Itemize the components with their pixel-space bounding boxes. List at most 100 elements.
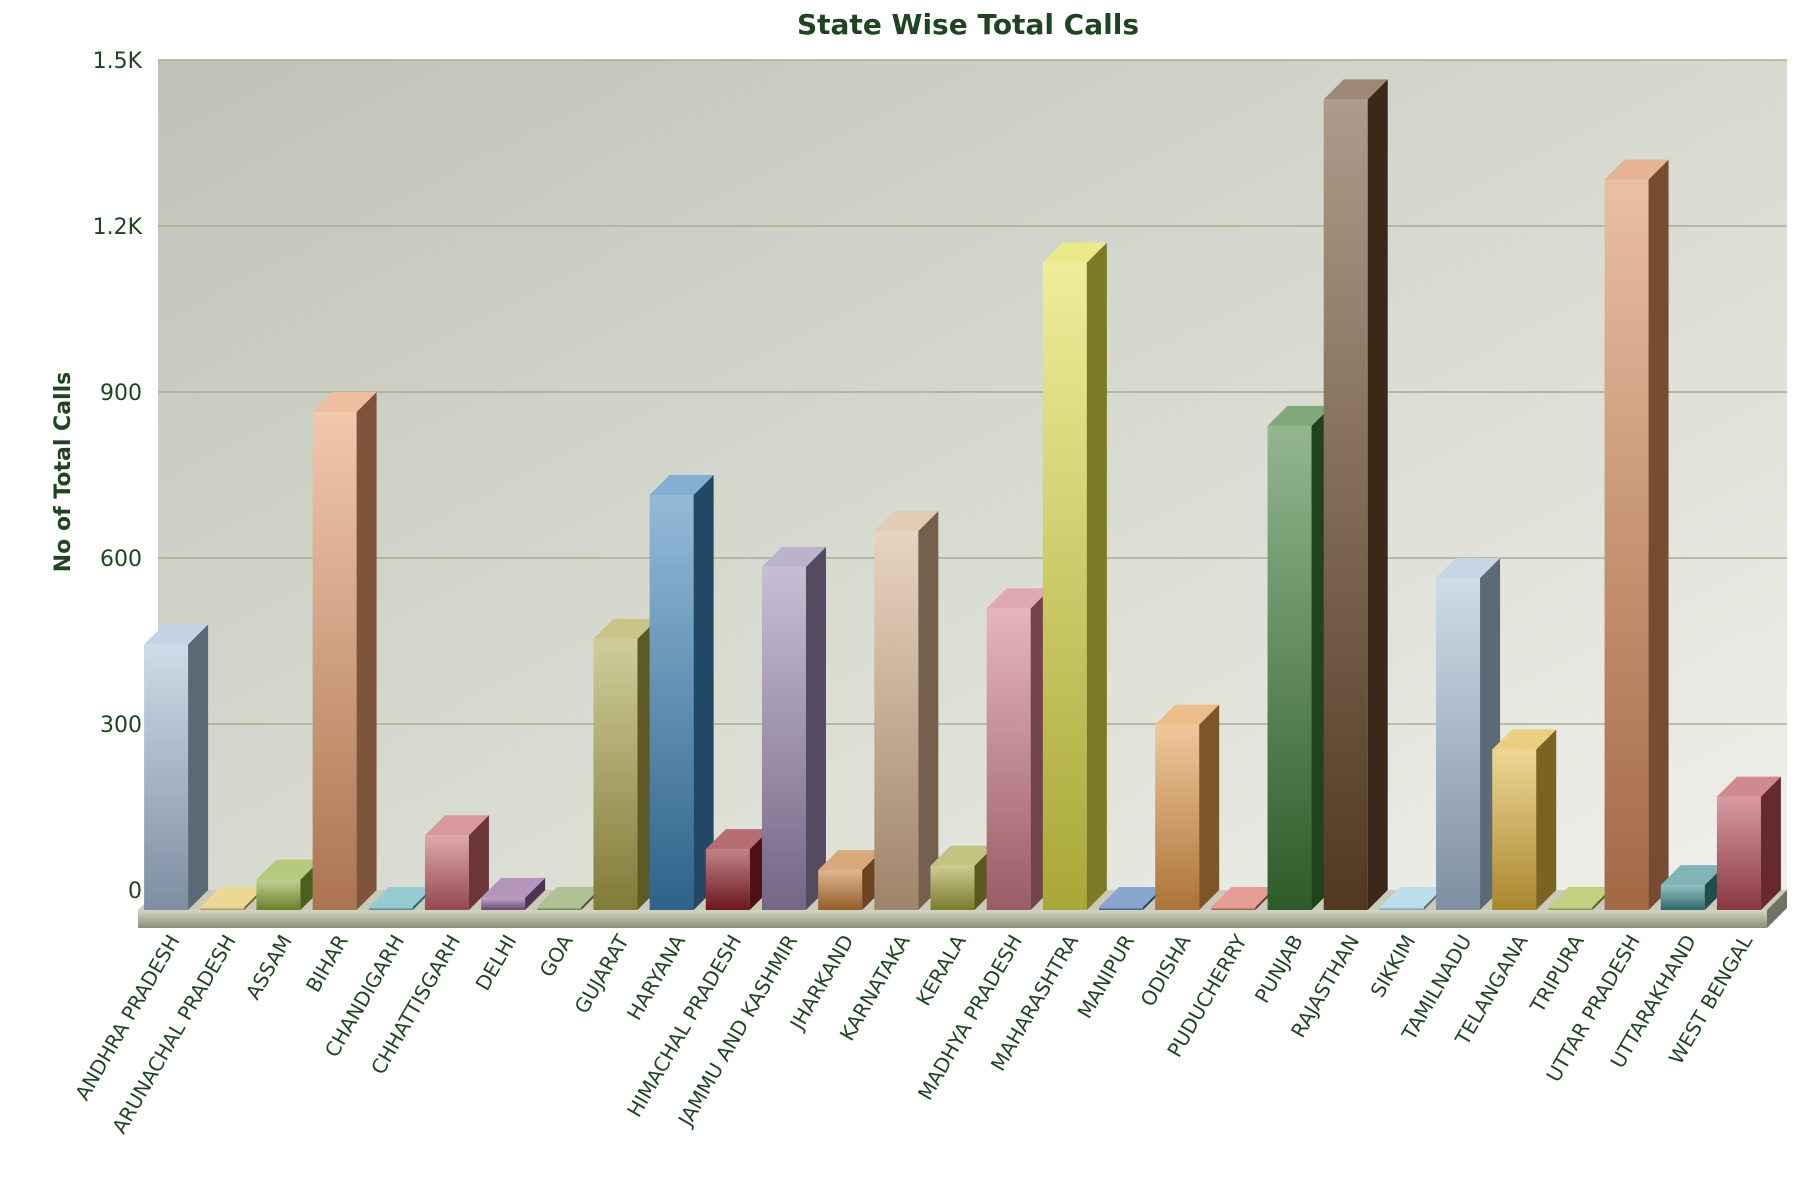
bar-top	[537, 887, 602, 907]
gridlines	[158, 59, 1787, 725]
bar-front	[368, 907, 413, 910]
bar-side	[918, 510, 939, 910]
bar-front	[200, 907, 245, 910]
bar-top	[593, 618, 658, 639]
x-tick-label: GOA	[535, 930, 578, 981]
bar-front	[1379, 907, 1424, 910]
bar-front	[1716, 796, 1761, 910]
bar-side	[1199, 704, 1220, 910]
bar-side	[1086, 242, 1107, 911]
bar-top	[1492, 729, 1557, 750]
bar	[424, 815, 489, 910]
bar-top	[1436, 558, 1501, 578]
bar-side	[525, 877, 546, 910]
bar	[1604, 159, 1669, 911]
plot-background	[138, 60, 1787, 928]
bar-top	[312, 392, 377, 412]
bar	[1436, 558, 1501, 910]
bar-front	[1604, 179, 1649, 911]
bar-top	[368, 887, 433, 907]
y-tick-label: 600	[100, 547, 142, 572]
bar-top	[424, 815, 489, 836]
bar-top	[200, 887, 265, 907]
bar-side	[1367, 79, 1388, 910]
bar	[649, 475, 714, 910]
x-tick-label: SIKKIM	[1365, 931, 1420, 1002]
y-tick-label: 1.2K	[93, 215, 143, 240]
bar-side	[693, 475, 714, 910]
bar-front	[1660, 885, 1705, 910]
bar-top	[481, 877, 546, 898]
y-tick-labels: 0 300 600 900 1.2K 1.5K	[93, 49, 143, 904]
x-tick-label: GUJARAT	[570, 930, 635, 1018]
bar-side	[468, 815, 489, 910]
bar-front	[1099, 907, 1144, 910]
bar	[593, 618, 658, 910]
bar-top	[1604, 159, 1669, 180]
bar-side	[1760, 776, 1781, 910]
bar	[1155, 704, 1220, 910]
bar-front	[818, 870, 863, 910]
x-tick-label: ODISHA	[1136, 930, 1196, 1010]
bar-side	[805, 546, 826, 910]
bar	[874, 510, 939, 910]
bar-top	[930, 845, 995, 866]
x-tick-label: MADHYA PRADESH	[913, 930, 1027, 1104]
bar-top	[986, 588, 1051, 609]
bar-front	[537, 907, 582, 910]
bar-top	[1379, 887, 1444, 907]
bar-front	[705, 849, 750, 910]
bar-top	[1155, 704, 1220, 725]
bar-front	[593, 638, 638, 910]
bar-front	[481, 897, 526, 910]
bar-top	[144, 624, 209, 645]
y-tick-label: 900	[100, 381, 142, 406]
bar-top	[1716, 776, 1781, 797]
y-tick-label: 1.5K	[93, 49, 143, 74]
bar-front	[986, 608, 1031, 910]
bar-front	[649, 495, 694, 910]
bar-front	[312, 412, 357, 910]
x-tick-label: TRIPURA	[1525, 930, 1589, 1017]
x-tick-label: ASSAM	[241, 931, 297, 1004]
bar-front	[1492, 749, 1537, 910]
x-tick-label: BIHAR	[301, 930, 353, 996]
bar-top	[649, 475, 714, 495]
bar-top	[1042, 242, 1107, 263]
bar	[705, 829, 770, 910]
bar	[1323, 79, 1388, 910]
bar	[1716, 776, 1781, 910]
bar-top	[256, 859, 321, 880]
x-tick-label: MANIPUR	[1072, 930, 1139, 1022]
bar-front	[1436, 578, 1481, 910]
bar-top	[705, 829, 770, 850]
bar	[144, 624, 209, 910]
x-tick-label: ANDHRA PRADESH	[70, 931, 184, 1105]
bar-top	[1099, 887, 1164, 907]
bar-front	[930, 865, 975, 910]
bar-front	[761, 566, 806, 910]
floor-front	[138, 910, 1767, 928]
bar-front	[1323, 99, 1368, 910]
bar-front	[1211, 907, 1256, 910]
y-tick-label: 0	[128, 879, 142, 904]
bar-side	[188, 624, 209, 910]
bar-front	[256, 879, 301, 910]
bar	[1492, 729, 1557, 910]
bar-front	[1548, 907, 1593, 910]
bar	[256, 859, 321, 910]
bar-front	[1155, 724, 1200, 910]
y-tick-label: 300	[100, 713, 142, 738]
bar	[1267, 405, 1332, 910]
bar-front	[1267, 425, 1312, 910]
bar	[312, 392, 377, 910]
bars	[144, 79, 1781, 911]
bar-side	[356, 392, 377, 910]
bar-top	[1211, 887, 1276, 907]
bar	[1042, 242, 1107, 911]
x-tick-label: DELHI	[471, 931, 522, 995]
bar-top	[1323, 79, 1388, 100]
bar	[481, 877, 546, 910]
